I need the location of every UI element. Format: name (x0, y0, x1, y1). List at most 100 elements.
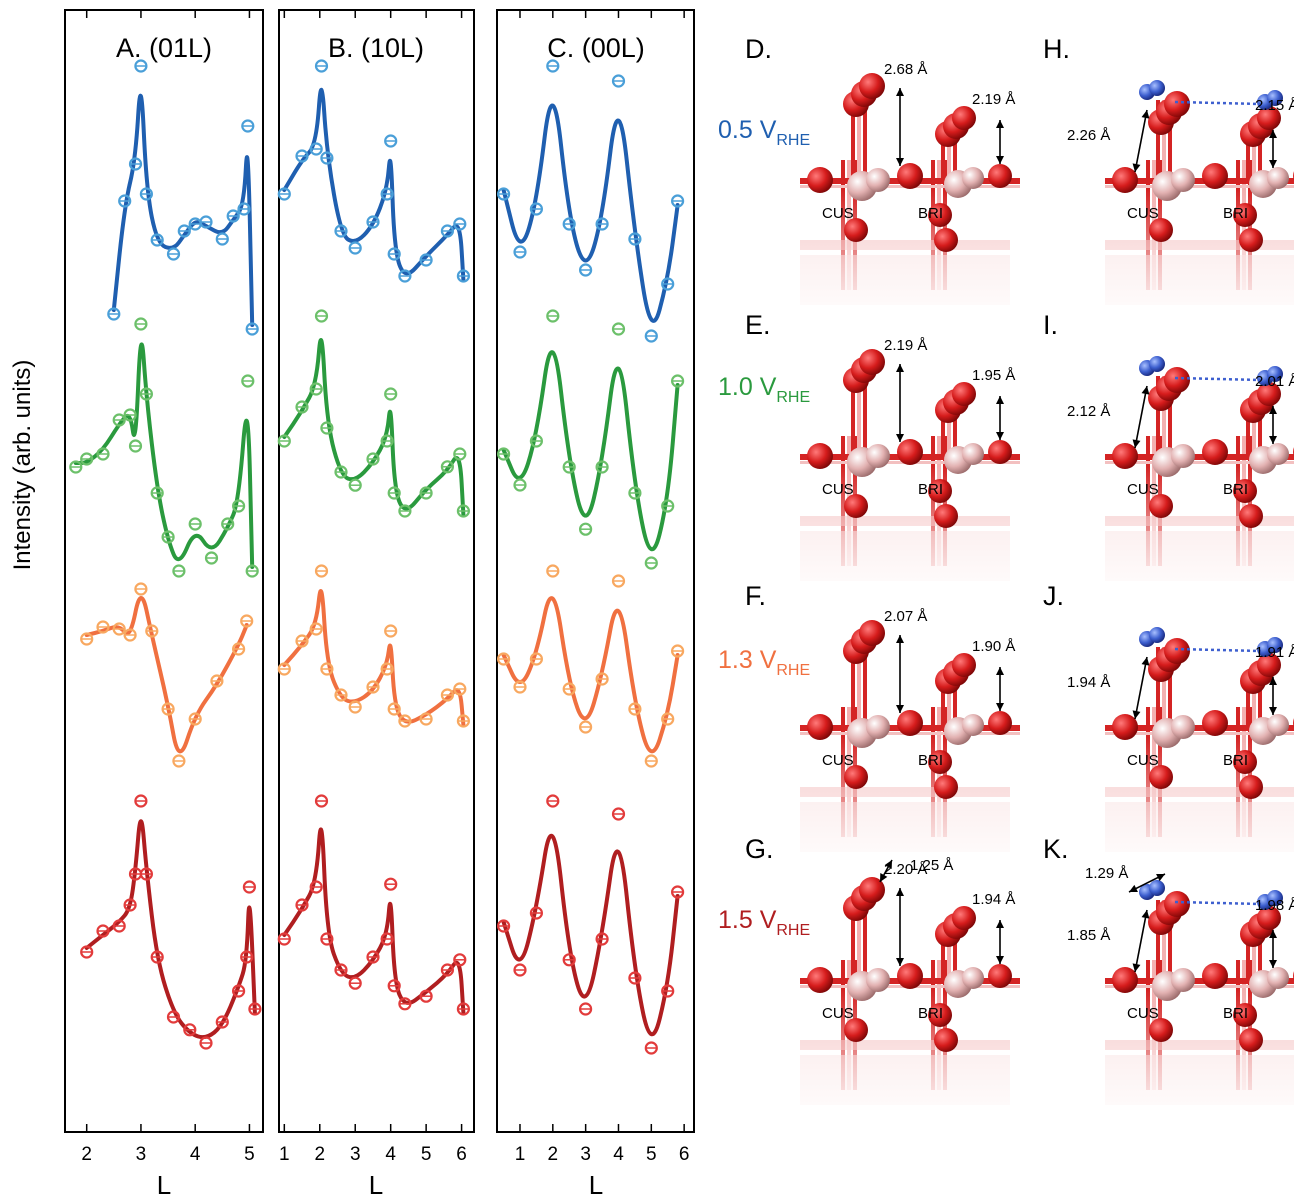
ruthenium-atom (866, 968, 890, 992)
data-point (320, 662, 334, 676)
oxygen-atom (952, 106, 976, 130)
cus-label: CUS (822, 1005, 854, 1022)
distance-arrow (1134, 109, 1148, 173)
data-point (366, 950, 380, 964)
surface-bond (1105, 725, 1294, 731)
distance-oo: 1.29 Å (1085, 865, 1128, 882)
arrow-head (1141, 110, 1150, 119)
panel-a-frame (64, 9, 264, 1133)
series-1.3 (277, 564, 470, 728)
arrow-head (896, 364, 904, 372)
data-point (183, 1023, 197, 1037)
bond-column (953, 125, 957, 180)
oxygen-atom (859, 877, 885, 903)
bond-column (1258, 672, 1262, 727)
bri-label: BRI (1223, 1005, 1248, 1022)
bond-column (1168, 376, 1172, 456)
data-point (419, 486, 433, 500)
distance-bri: 2.01 Å (1255, 373, 1294, 390)
data-point (497, 447, 511, 461)
oxygen-atom (934, 504, 958, 528)
series-0.5 (107, 59, 259, 336)
ruthenium-atom (866, 444, 890, 468)
data-point (123, 408, 137, 422)
distance-cus: 2.20 Å (884, 861, 927, 878)
cus-label: CUS (1127, 205, 1159, 222)
fade-overlay (1105, 990, 1294, 1110)
potential-subscript: RHE (776, 662, 810, 679)
arrow-head (1269, 130, 1277, 138)
data-point (644, 329, 658, 343)
data-point (277, 662, 291, 676)
oxygen-atom (1257, 106, 1281, 130)
potential-subscript: RHE (776, 389, 810, 406)
data-point (384, 387, 398, 401)
ruthenium-atom (1267, 443, 1289, 465)
ruthenium-atom (962, 714, 984, 736)
data-point (80, 632, 94, 646)
data-point (419, 253, 433, 267)
data-point (314, 59, 329, 73)
bond-column (1168, 647, 1172, 727)
oxygen-atom (1239, 228, 1263, 252)
data-point (188, 517, 202, 531)
series-1.5 (80, 794, 262, 1050)
data-point (578, 720, 593, 734)
hydrogen-atom (1267, 366, 1283, 382)
arrow-head (1141, 386, 1150, 395)
data-point (309, 142, 323, 156)
data-point (529, 202, 544, 216)
oxygen-atom (1202, 963, 1228, 989)
data-point (398, 714, 412, 728)
potential-subscript: RHE (776, 922, 810, 939)
bond-column (1156, 100, 1160, 180)
ruthenium-atom (1267, 967, 1289, 989)
hydrogen-atom (1149, 880, 1165, 896)
hydrogen-bond (1174, 900, 1262, 906)
data-point (387, 247, 401, 261)
oxygen-atom (1164, 367, 1190, 393)
panel-letter: F. (745, 581, 766, 611)
data-point (456, 714, 470, 728)
arrow-head (996, 432, 1004, 440)
structure-f: F. CUS BRI 2.07 Å 1.90 Å (745, 581, 1020, 857)
panel-c-plot (497, 59, 685, 1055)
fit-line (501, 350, 680, 552)
arrow-head (896, 88, 904, 96)
oxygen-atom (928, 479, 952, 503)
data-point (387, 979, 401, 993)
fade-overlay (1105, 737, 1294, 857)
data-point (295, 634, 309, 648)
oxygen-atom (1164, 638, 1190, 664)
arrow-head (1129, 884, 1138, 892)
oxygen-atom (1239, 775, 1263, 799)
bond-column (1162, 647, 1166, 727)
data-point (497, 652, 511, 666)
ruthenium-atom (962, 967, 984, 989)
oxygen-atom (928, 203, 952, 227)
oxygen-atom (928, 750, 952, 774)
data-point (221, 517, 235, 531)
panel-b-x-label: L (369, 1170, 383, 1200)
cus-label: CUS (1127, 752, 1159, 769)
arrow-head (896, 635, 904, 643)
fit-line (84, 596, 249, 754)
bond-column (1246, 925, 1250, 980)
oxygen-atom (859, 73, 885, 99)
data-point (199, 1036, 213, 1050)
ruthenium-atom (1171, 444, 1195, 468)
x-tick-label: 5 (244, 1144, 255, 1165)
x-tick-label: 3 (580, 1144, 591, 1165)
data-point (80, 452, 94, 466)
bond-column (953, 401, 957, 456)
arrow-head (1132, 710, 1141, 719)
surface-bond (1105, 978, 1294, 984)
distance-bri: 1.98 Å (1255, 897, 1294, 914)
y-axis-label: Intensity (arb. units) (9, 360, 36, 571)
oxygen-atom (1164, 91, 1190, 117)
data-point (380, 187, 394, 201)
distance-arrow (1134, 909, 1148, 973)
data-point (172, 564, 186, 578)
ruthenium-atom (866, 715, 890, 739)
oxygen-atom (1233, 203, 1257, 227)
